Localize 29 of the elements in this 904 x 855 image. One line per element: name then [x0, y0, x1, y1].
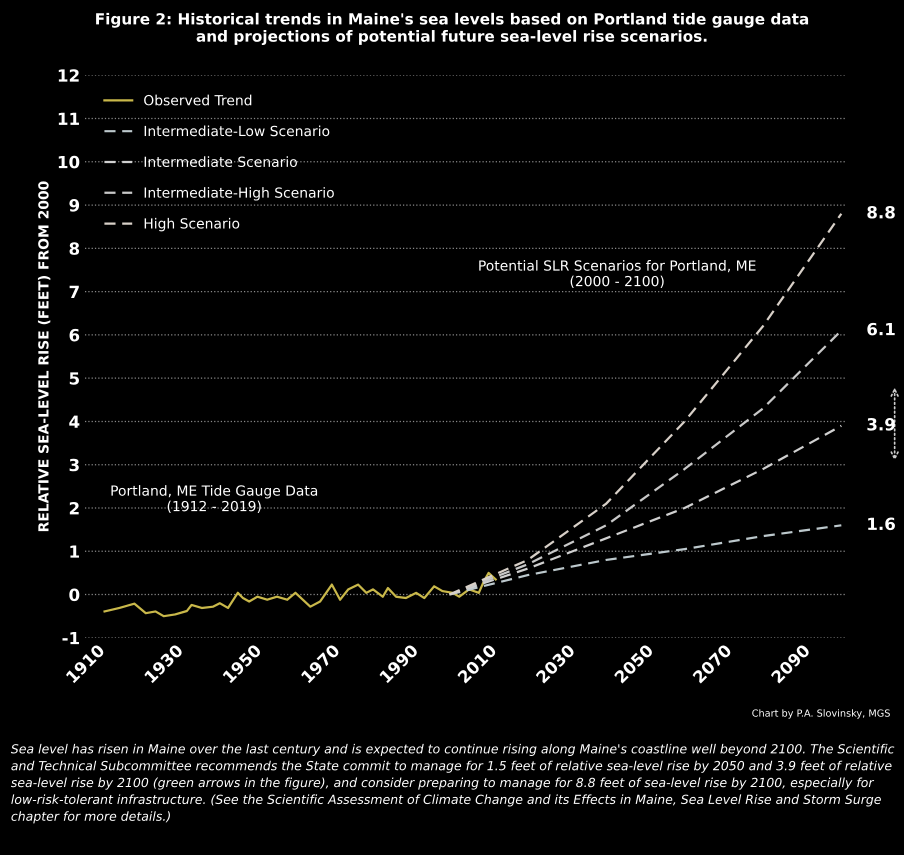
legend-label: High Scenario [144, 218, 240, 232]
legend-label: Intermediate Scenario [144, 156, 297, 168]
annotation: Portland, ME Tide Gauge Data (1912 - 2019) [111, 485, 318, 514]
y-tick-label: 2 [70, 502, 79, 514]
y-tick-label: 7 [70, 286, 79, 298]
y-tick-label: 6 [70, 328, 80, 342]
y-tick-label: 3 [70, 458, 79, 472]
y-tick-label: 0 [69, 588, 80, 602]
data-label: 3.9 [867, 418, 895, 431]
y-tick-label: 12 [58, 69, 79, 82]
legend-label: Intermediate-Low Scenario [144, 125, 330, 136]
y-tick-label: 8 [70, 242, 80, 255]
y-tick-label: -1 [62, 632, 79, 644]
y-tick-label: 1 [70, 545, 79, 558]
text: Chart by P.A. Slovinsky, MGS [752, 709, 890, 719]
y-tick-label: 10 [58, 156, 80, 168]
legend-label: Observed Trend [144, 94, 252, 106]
data-label: 8.8 [867, 206, 895, 219]
y-tick-label: 5 [70, 372, 79, 385]
data-label: 6.1 [867, 322, 895, 336]
y-tick-label: 9 [69, 199, 80, 212]
y-tick-label: 11 [58, 112, 79, 125]
y-axis-title: RELATIVE SEA-LEVEL RISE (FEET) FROM 2000 [38, 181, 50, 532]
legend-label: Intermediate-High Scenario [144, 187, 334, 201]
chart-title: Figure 2: Historical trends in Maine's sea levels based on Portland tide gauge data and projections of potential future sea-level rise scenarios. [96, 12, 808, 45]
text: Sea level has risen in Maine over the last century and is expected to continue rising along Maine's coastline well beyond 2100. The Scientific and Technical Subcommittee recommends the State commit to manage for 1.5 feet of relative sea-level rise by 2050 and 3.9 feet of relative sea-level rise by 2100 (green arrows in the figure), and consider preparing to manage for 8.8 feet of sea-level rise by 2100, especially for low-risk-tolerant infrastructure. (See the Scientific Assessment of Climate Change and its Effects in Maine, Sea Level Rise and Storm Surge chapter for more details.) [10, 744, 894, 824]
data-label: 1.6 [868, 518, 895, 530]
annotation: Potential SLR Scenarios for Portland, ME (2000 - 2100) [479, 260, 756, 288]
y-tick-label: 4 [69, 416, 80, 428]
